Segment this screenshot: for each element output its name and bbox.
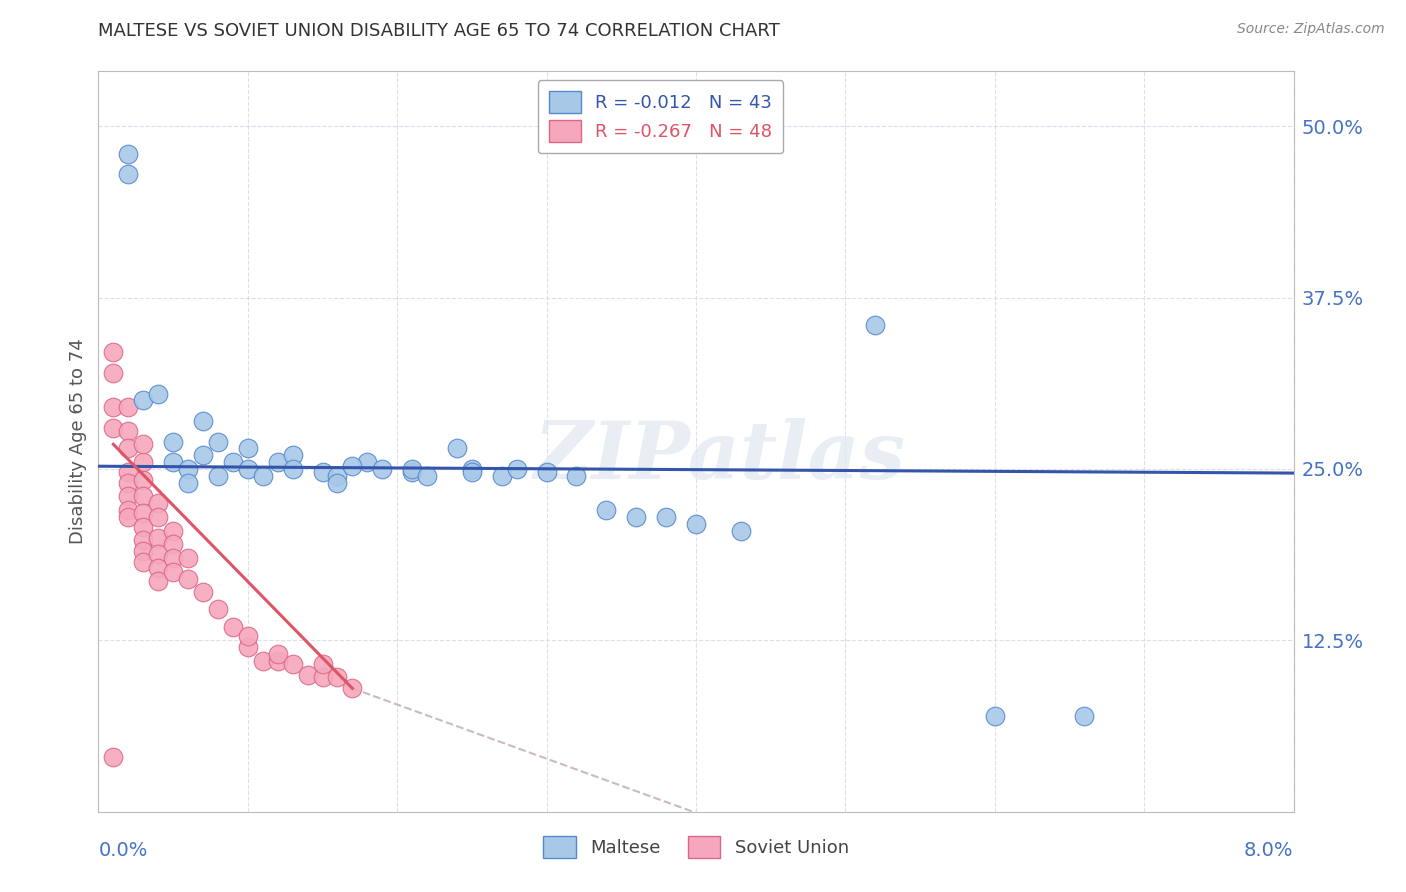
Text: Source: ZipAtlas.com: Source: ZipAtlas.com (1237, 22, 1385, 37)
Point (191, 585, 214, 599)
Point (117, 146, 139, 161)
Point (117, 442, 139, 456)
Legend: Maltese, Soviet Union: Maltese, Soviet Union (536, 830, 856, 865)
Point (132, 393, 155, 408)
Point (148, 547, 170, 561)
Point (595, 503, 617, 517)
Point (655, 510, 678, 524)
Point (371, 462, 394, 476)
Point (148, 496, 170, 510)
Point (132, 489, 155, 503)
Point (311, 670, 333, 684)
Point (416, 468, 439, 483)
Point (222, 619, 245, 633)
Point (177, 462, 200, 476)
Point (236, 462, 259, 476)
Point (401, 462, 423, 476)
Point (236, 442, 259, 456)
Text: 8.0%: 8.0% (1244, 841, 1294, 861)
Point (103, 401, 125, 415)
Point (103, 345, 125, 359)
Point (132, 506, 155, 520)
Point (162, 455, 184, 469)
Point (446, 442, 468, 456)
Point (103, 421, 125, 435)
Point (132, 455, 155, 469)
Text: MALTESE VS SOVIET UNION DISABILITY AGE 65 TO 74 CORRELATION CHART: MALTESE VS SOVIET UNION DISABILITY AGE 6… (98, 22, 780, 40)
Point (983, 708, 1005, 723)
Point (162, 537, 184, 551)
Point (148, 560, 170, 574)
Point (132, 437, 155, 451)
Point (326, 468, 349, 483)
Point (236, 629, 259, 643)
Point (162, 434, 184, 449)
Point (267, 654, 290, 668)
Point (148, 510, 170, 524)
Point (356, 455, 378, 469)
Point (117, 465, 139, 479)
Point (506, 462, 529, 476)
Point (117, 401, 139, 415)
Point (148, 531, 170, 545)
Point (207, 468, 229, 483)
Point (311, 657, 333, 671)
Point (267, 455, 290, 469)
Point (117, 167, 139, 181)
Point (401, 465, 423, 479)
Y-axis label: Disability Age 65 to 74: Disability Age 65 to 74 (69, 339, 87, 544)
Point (281, 462, 304, 476)
Point (267, 647, 290, 661)
Point (624, 510, 647, 524)
Point (162, 551, 184, 566)
Point (297, 667, 319, 681)
Point (177, 551, 200, 566)
Point (117, 510, 139, 524)
Point (326, 670, 349, 684)
Point (117, 424, 139, 438)
Point (461, 465, 484, 479)
Point (117, 503, 139, 517)
Point (342, 681, 364, 696)
Point (132, 519, 155, 533)
Point (148, 386, 170, 401)
Point (191, 414, 214, 428)
Point (162, 565, 184, 579)
Text: 0.0%: 0.0% (98, 841, 148, 861)
Point (191, 448, 214, 462)
Point (207, 602, 229, 616)
Point (1073, 708, 1095, 723)
Point (252, 468, 274, 483)
Point (461, 462, 484, 476)
Point (117, 489, 139, 503)
Point (207, 434, 229, 449)
Point (132, 533, 155, 548)
Point (281, 448, 304, 462)
Point (252, 654, 274, 668)
Point (103, 366, 125, 380)
Point (132, 555, 155, 569)
Point (565, 468, 588, 483)
Point (281, 657, 304, 671)
Point (311, 465, 333, 479)
Point (117, 475, 139, 490)
Point (342, 459, 364, 474)
Point (491, 468, 513, 483)
Point (132, 544, 155, 558)
Point (236, 640, 259, 655)
Text: ZIPatlas: ZIPatlas (534, 417, 905, 495)
Point (326, 475, 349, 490)
Point (177, 572, 200, 586)
Point (162, 524, 184, 538)
Point (730, 524, 752, 538)
Point (148, 574, 170, 589)
Point (685, 516, 707, 531)
Point (132, 473, 155, 487)
Point (222, 455, 245, 469)
Point (863, 318, 886, 332)
Point (536, 465, 558, 479)
Point (177, 475, 200, 490)
Point (103, 750, 125, 764)
